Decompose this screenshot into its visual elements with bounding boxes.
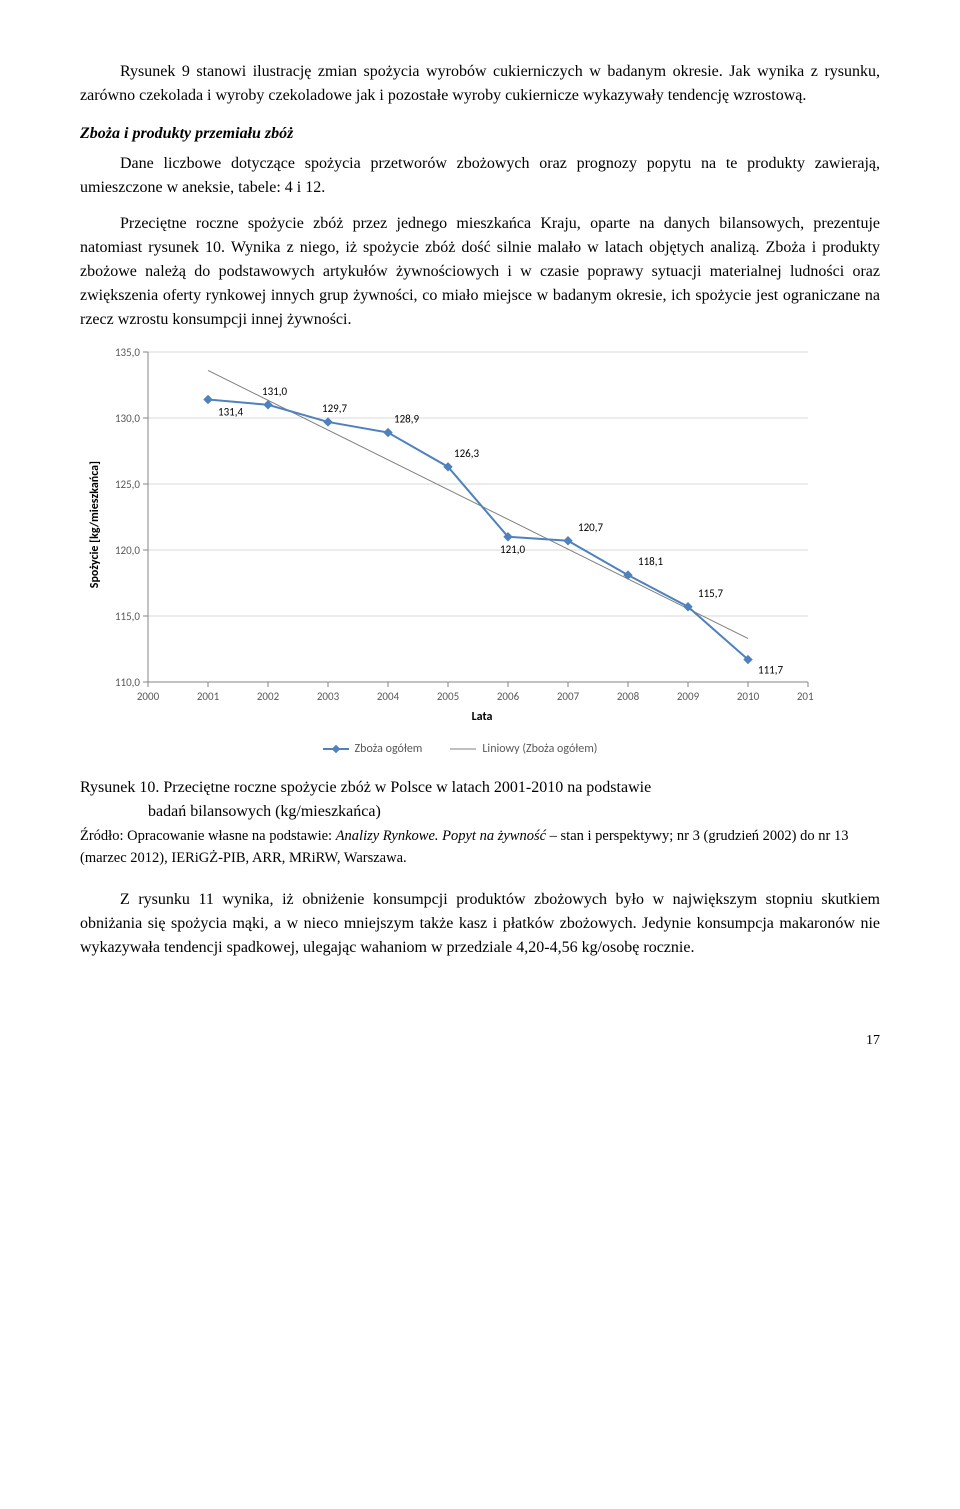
svg-text:2003: 2003 [317,690,340,703]
svg-text:110,0: 110,0 [115,676,140,689]
svg-text:2008: 2008 [617,690,640,703]
svg-text:120,7: 120,7 [578,521,603,534]
paragraph-4: Z rysunku 11 wynika, iż obniżenie konsum… [80,888,880,960]
legend-swatch-trend [450,743,476,755]
svg-text:2011: 2011 [797,690,814,703]
chart-plot: 110,0 115,0 120,0 125,0 130,0 135,0 2000 2001 20… [104,344,814,706]
svg-text:131,4: 131,4 [218,406,243,419]
svg-text:115,7: 115,7 [698,587,723,600]
svg-text:131,0: 131,0 [262,385,287,398]
legend-label-series: Zboża ogółem [355,740,423,758]
svg-text:2004: 2004 [377,690,400,703]
svg-text:121,0: 121,0 [500,543,525,556]
svg-text:2007: 2007 [557,690,580,703]
paragraph-3: Przeciętne roczne spożycie zbóż przez je… [80,212,880,332]
figure-source: Źródło: Opracowanie własne na podstawie:… [80,826,880,870]
svg-text:2006: 2006 [497,690,520,703]
svg-text:125,0: 125,0 [115,478,140,491]
figure-caption-line1: Rysunek 10. Przeciętne roczne spożycie z… [80,776,880,800]
svg-text:130,0: 130,0 [115,412,140,425]
svg-text:115,0: 115,0 [115,610,140,623]
chart-x-axis-label: Lata [124,708,840,726]
chart-container: Spożycie [kg/mieszkańca] 110,0 115,0 120,0… [80,344,840,758]
figure-caption-line2: badań bilansowych (kg/mieszkańca) [148,800,880,824]
chart-y-axis-label: Spożycie [kg/mieszkańca] [80,461,104,588]
svg-text:2002: 2002 [257,690,280,703]
section-title: Zboża i produkty przemiału zbóż [80,122,880,146]
svg-text:2000: 2000 [137,690,160,703]
paragraph-1: Rysunek 9 stanowi ilustrację zmian spoży… [80,60,880,108]
legend-label-trend: Liniowy (Zboża ogółem) [482,740,597,758]
paragraph-2: Dane liczbowe dotyczące spożycia przetwo… [80,152,880,200]
svg-text:2010: 2010 [737,690,760,703]
svg-text:2009: 2009 [677,690,700,703]
svg-text:118,1: 118,1 [638,555,663,568]
svg-text:2001: 2001 [197,690,220,703]
legend-item-series: Zboża ogółem [323,740,423,758]
legend-item-trend: Liniowy (Zboża ogółem) [450,740,597,758]
svg-text:2005: 2005 [437,690,459,703]
svg-text:135,0: 135,0 [115,346,140,359]
svg-text:111,7: 111,7 [758,664,783,677]
legend-swatch-series [323,743,349,755]
svg-text:129,7: 129,7 [322,402,347,415]
page-number: 17 [80,1030,880,1051]
chart-legend: Zboża ogółem Liniowy (Zboża ogółem) [80,740,840,758]
svg-text:120,0: 120,0 [115,544,140,557]
svg-text:128,9: 128,9 [394,413,419,426]
svg-text:126,3: 126,3 [454,447,479,460]
